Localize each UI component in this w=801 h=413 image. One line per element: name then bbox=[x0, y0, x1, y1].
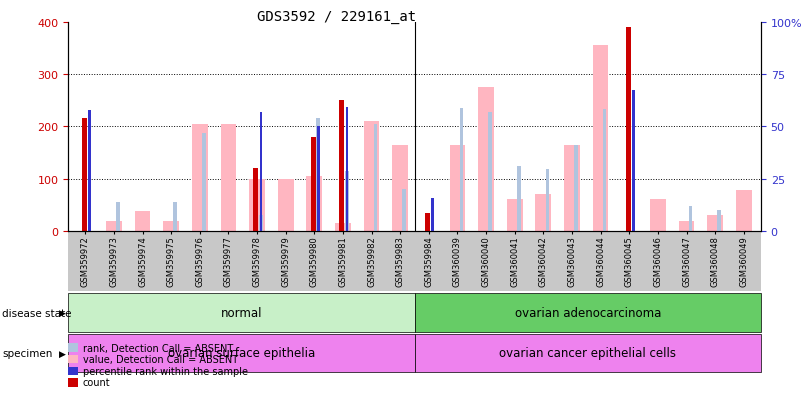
Bar bbox=[707, 216, 723, 231]
Bar bbox=[626, 28, 630, 231]
Text: percentile rank within the sample: percentile rank within the sample bbox=[83, 366, 248, 376]
Bar bbox=[603, 110, 606, 231]
Bar bbox=[632, 90, 634, 231]
Bar bbox=[192, 124, 207, 231]
Bar bbox=[536, 195, 551, 231]
Bar bbox=[116, 203, 120, 231]
Bar bbox=[340, 101, 344, 231]
Bar bbox=[316, 119, 320, 231]
Text: rank, Detection Call = ABSENT: rank, Detection Call = ABSENT bbox=[83, 343, 233, 353]
Text: value, Detection Call = ABSENT: value, Detection Call = ABSENT bbox=[83, 354, 238, 364]
Bar bbox=[432, 198, 434, 231]
Bar bbox=[106, 222, 122, 231]
Bar bbox=[307, 176, 322, 231]
Bar bbox=[717, 211, 721, 231]
Text: ovarian cancer epithelial cells: ovarian cancer epithelial cells bbox=[499, 347, 676, 360]
Bar bbox=[135, 211, 151, 231]
Text: count: count bbox=[83, 377, 110, 387]
Text: specimen: specimen bbox=[2, 348, 53, 358]
Text: ovarian surface epithelia: ovarian surface epithelia bbox=[167, 347, 315, 360]
Bar bbox=[364, 122, 380, 231]
Bar bbox=[173, 203, 177, 231]
Bar bbox=[425, 213, 430, 231]
Bar bbox=[311, 138, 316, 231]
Text: normal: normal bbox=[220, 306, 262, 319]
Bar bbox=[402, 190, 406, 231]
Bar bbox=[517, 166, 521, 231]
Text: ▶: ▶ bbox=[58, 309, 66, 317]
Bar bbox=[88, 110, 91, 231]
Bar bbox=[249, 179, 265, 231]
Text: GDS3592 / 229161_at: GDS3592 / 229161_at bbox=[257, 10, 416, 24]
Bar bbox=[82, 119, 87, 231]
Bar bbox=[220, 124, 236, 231]
Bar bbox=[253, 169, 259, 231]
Bar bbox=[564, 145, 580, 231]
Bar bbox=[260, 112, 263, 231]
Bar bbox=[478, 88, 494, 231]
Bar bbox=[202, 133, 206, 231]
Text: disease state: disease state bbox=[2, 308, 72, 318]
Bar bbox=[374, 124, 377, 231]
Bar bbox=[489, 112, 492, 231]
Text: ▶: ▶ bbox=[58, 349, 66, 358]
Bar bbox=[163, 222, 179, 231]
Text: ovarian adenocarcinoma: ovarian adenocarcinoma bbox=[514, 306, 661, 319]
Bar bbox=[335, 223, 351, 231]
Bar bbox=[345, 108, 348, 231]
Bar bbox=[678, 222, 694, 231]
Bar bbox=[449, 145, 465, 231]
Bar bbox=[317, 127, 320, 231]
Bar bbox=[689, 206, 692, 231]
Bar bbox=[507, 200, 522, 231]
Bar bbox=[593, 46, 609, 231]
Bar bbox=[345, 171, 348, 231]
Bar bbox=[574, 145, 578, 231]
Bar bbox=[260, 216, 263, 231]
Bar bbox=[650, 200, 666, 231]
Bar bbox=[460, 109, 463, 231]
Bar bbox=[736, 191, 751, 231]
Bar bbox=[278, 179, 293, 231]
Bar bbox=[392, 145, 408, 231]
Bar bbox=[545, 170, 549, 231]
